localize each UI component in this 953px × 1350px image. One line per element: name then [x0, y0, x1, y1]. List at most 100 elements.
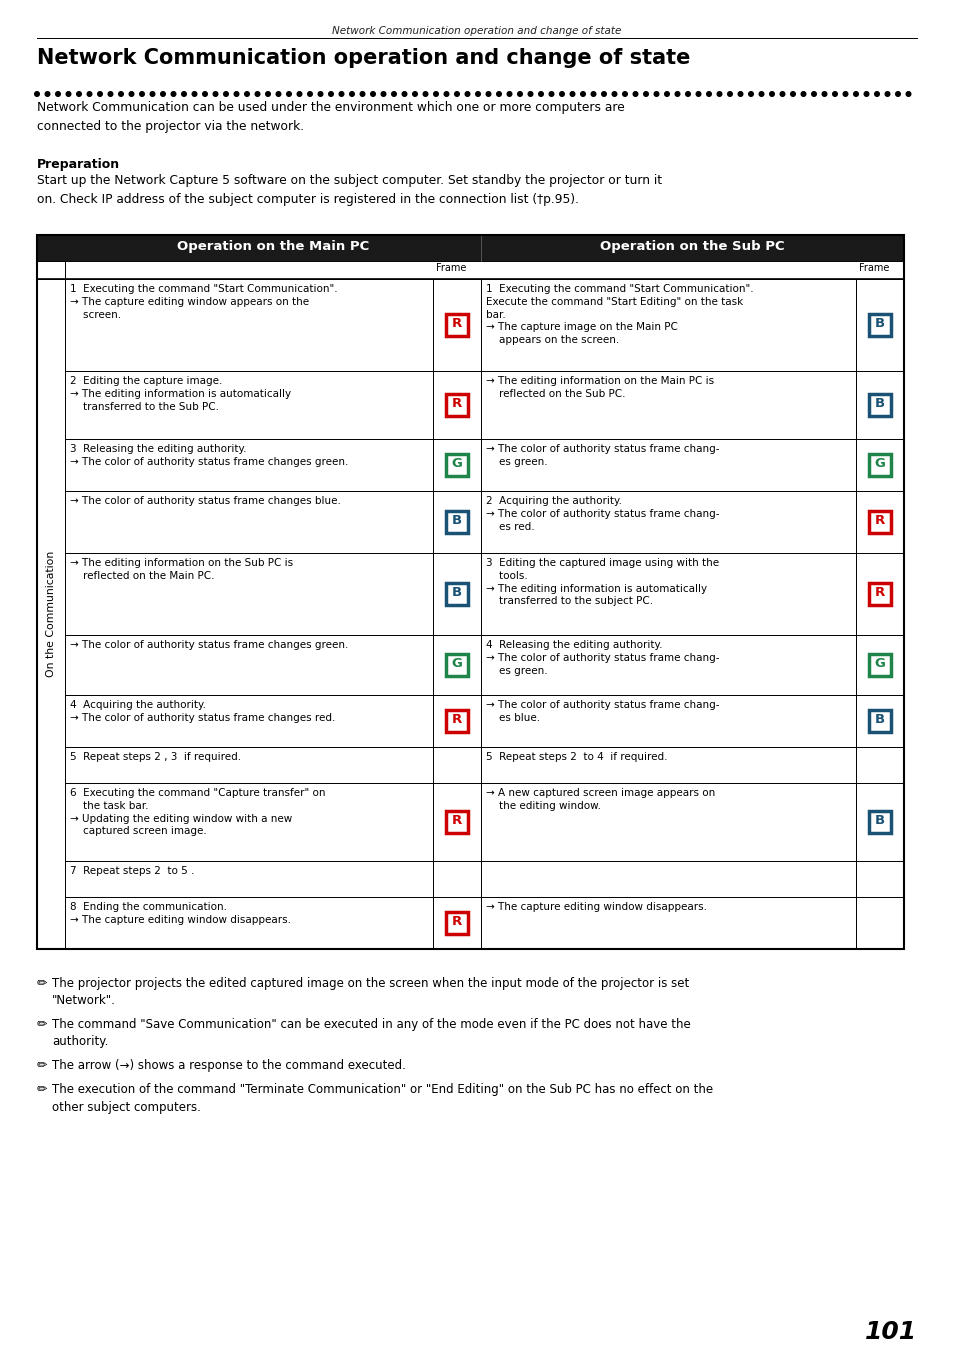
Bar	[65, 491, 433, 554]
Text: → The color of authority status frame chang-
    es green.: → The color of authority status frame ch…	[485, 444, 719, 467]
Circle shape	[213, 92, 217, 96]
Circle shape	[181, 92, 186, 96]
Text: B: B	[874, 713, 884, 726]
Circle shape	[612, 92, 617, 96]
Text: R: R	[874, 586, 884, 599]
Bar	[433, 491, 480, 554]
Bar	[480, 861, 855, 896]
Bar	[433, 371, 480, 439]
Circle shape	[76, 92, 81, 96]
Bar	[480, 279, 855, 371]
Bar	[855, 554, 903, 634]
Text: 4  Acquiring the authority.
→ The color of authority status frame changes red.: 4 Acquiring the authority. → The color o…	[70, 701, 335, 722]
Bar	[868, 454, 890, 477]
Circle shape	[654, 92, 659, 96]
Bar	[37, 235, 903, 279]
Text: 7  Repeat steps 2  to 5 .: 7 Repeat steps 2 to 5 .	[70, 865, 194, 876]
Circle shape	[549, 92, 554, 96]
Circle shape	[780, 92, 784, 96]
Text: Network Communication operation and change of state: Network Communication operation and chan…	[332, 26, 621, 36]
Circle shape	[884, 92, 889, 96]
Bar	[433, 783, 480, 861]
Bar	[446, 653, 468, 676]
Circle shape	[853, 92, 858, 96]
Text: Frame: Frame	[858, 263, 888, 273]
Bar	[65, 279, 433, 371]
Circle shape	[601, 92, 606, 96]
Text: Frame: Frame	[436, 263, 466, 273]
Text: The execution of the command "Terminate Communication" or "End Editing" on the S: The execution of the command "Terminate …	[52, 1083, 713, 1114]
Bar	[433, 896, 480, 949]
Text: B: B	[452, 586, 461, 599]
Text: 2  Acquiring the authority.
→ The color of authority status frame chang-
    es : 2 Acquiring the authority. → The color o…	[485, 495, 719, 532]
Circle shape	[842, 92, 847, 96]
Text: G: G	[451, 657, 462, 670]
Text: → The editing information on the Main PC is
    reflected on the Sub PC.: → The editing information on the Main PC…	[485, 377, 714, 398]
Text: 5  Repeat steps 2  to 4  if required.: 5 Repeat steps 2 to 4 if required.	[485, 752, 667, 761]
Circle shape	[643, 92, 648, 96]
Text: → The capture editing window disappears.: → The capture editing window disappears.	[485, 902, 706, 913]
Circle shape	[476, 92, 479, 96]
Bar	[868, 710, 890, 732]
Text: 2  Editing the capture image.
→ The editing information is automatically
    tra: 2 Editing the capture image. → The editi…	[70, 377, 291, 412]
Text: 4  Releasing the editing authority.
→ The color of authority status frame chang-: 4 Releasing the editing authority. → The…	[485, 640, 719, 675]
Text: G: G	[874, 458, 884, 470]
Bar	[65, 783, 433, 861]
Circle shape	[863, 92, 868, 96]
Text: 3  Editing the captured image using with the
    tools.
→ The editing informatio: 3 Editing the captured image using with …	[485, 558, 719, 606]
Circle shape	[233, 92, 238, 96]
Text: 1  Executing the command "Start Communication".
→ The capture editing window app: 1 Executing the command "Start Communica…	[70, 284, 337, 320]
Bar	[65, 861, 433, 896]
Text: Operation on the Sub PC: Operation on the Sub PC	[599, 240, 784, 252]
Text: Network Communication operation and change of state: Network Communication operation and chan…	[37, 49, 690, 68]
Circle shape	[801, 92, 805, 96]
Circle shape	[276, 92, 280, 96]
Text: R: R	[452, 397, 461, 410]
Bar	[433, 554, 480, 634]
Text: → The color of authority status frame changes blue.: → The color of authority status frame ch…	[70, 495, 340, 506]
Bar	[855, 783, 903, 861]
Circle shape	[455, 92, 458, 96]
Text: On the Communication: On the Communication	[46, 551, 56, 678]
Bar	[65, 371, 433, 439]
Circle shape	[790, 92, 795, 96]
Text: Start up the Network Capture 5 software on the subject computer. Set standby the: Start up the Network Capture 5 software …	[37, 174, 661, 207]
Bar	[446, 394, 468, 416]
Circle shape	[727, 92, 732, 96]
Bar	[37, 235, 65, 261]
Bar	[433, 695, 480, 747]
Circle shape	[287, 92, 291, 96]
Circle shape	[223, 92, 228, 96]
Bar	[37, 235, 903, 261]
Bar	[855, 747, 903, 783]
Text: G: G	[451, 458, 462, 470]
Text: → The color of authority status frame changes green.: → The color of authority status frame ch…	[70, 640, 348, 649]
Bar	[433, 439, 480, 491]
Circle shape	[129, 92, 133, 96]
Bar	[37, 279, 65, 949]
Circle shape	[171, 92, 175, 96]
Circle shape	[34, 92, 39, 96]
Circle shape	[202, 92, 207, 96]
Bar	[480, 783, 855, 861]
Circle shape	[297, 92, 301, 96]
Text: Preparation: Preparation	[37, 158, 120, 171]
Circle shape	[192, 92, 196, 96]
Circle shape	[308, 92, 312, 96]
Bar	[480, 371, 855, 439]
Bar	[855, 896, 903, 949]
Circle shape	[255, 92, 259, 96]
Bar	[868, 394, 890, 416]
Text: B: B	[874, 814, 884, 828]
Bar	[65, 439, 433, 491]
Circle shape	[160, 92, 165, 96]
Text: B: B	[452, 514, 461, 526]
Text: ✏: ✏	[37, 977, 48, 990]
Bar	[480, 634, 855, 695]
Text: The arrow (→) shows a response to the command executed.: The arrow (→) shows a response to the co…	[52, 1058, 405, 1072]
Circle shape	[434, 92, 437, 96]
Bar	[868, 315, 890, 336]
Circle shape	[759, 92, 763, 96]
Circle shape	[633, 92, 638, 96]
Bar	[65, 554, 433, 634]
